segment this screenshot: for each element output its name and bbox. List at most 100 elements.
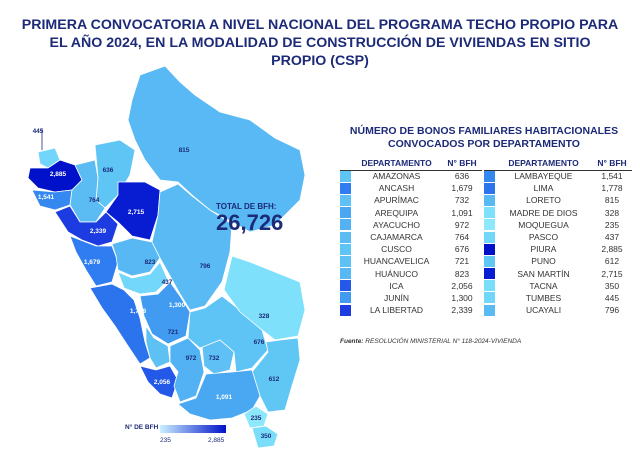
label-piura: 2,885 <box>50 171 67 178</box>
total-box: TOTAL DE BFH: 26,726 <box>216 202 324 235</box>
department-value: 2,056 <box>451 280 473 291</box>
header-bfh: N° BFH <box>442 157 482 171</box>
department-value: 350 <box>604 280 620 291</box>
label-junin: 1,300 <box>169 302 186 309</box>
region-cusco[interactable] <box>187 295 269 373</box>
department-value: 235 <box>604 219 620 230</box>
swatch-fill <box>484 292 495 304</box>
department-value: 764 <box>454 232 470 243</box>
department-name: CUSCO <box>381 244 412 255</box>
region-tacna[interactable] <box>251 425 279 449</box>
department-name: LORETO <box>526 195 561 206</box>
label-huanuco: 823 <box>145 259 156 266</box>
swatch-fill <box>340 170 351 182</box>
total-value: 26,726 <box>216 210 284 235</box>
department-value: 636 <box>454 171 470 182</box>
label-cusco: 676 <box>254 339 265 346</box>
department-name: UCAYALI <box>525 305 562 316</box>
legend-min: 235 <box>160 437 171 444</box>
swatch-fill <box>340 194 351 206</box>
region-moquegua[interactable] <box>243 405 269 429</box>
color-swatch <box>340 280 351 292</box>
source-label: Fuente: <box>340 338 364 345</box>
table-row: LORETO 815 <box>484 194 632 206</box>
department-value: 612 <box>604 256 620 267</box>
source-text: RESOLUCIÓN MINISTERIAL N° 118-2024-VIVIE… <box>365 338 522 345</box>
region-huancavelica[interactable] <box>145 324 171 369</box>
swatch-fill <box>484 255 495 267</box>
region-loreto[interactable] <box>127 65 306 233</box>
department-name: MADRE DE DIOS <box>509 207 578 218</box>
region-ayacucho[interactable] <box>169 337 205 403</box>
region-sanmartin[interactable] <box>105 181 161 241</box>
swatch-fill <box>340 292 351 304</box>
department-value: 445 <box>604 292 620 303</box>
header-swatch <box>340 157 351 171</box>
table-row: LIMA 1,778 <box>484 182 632 194</box>
region-ucayali[interactable] <box>151 183 233 311</box>
region-lima[interactable] <box>89 283 151 365</box>
color-swatch <box>484 255 495 267</box>
region-ancash[interactable] <box>69 235 119 287</box>
table-row: CUSCO 676 <box>340 243 482 255</box>
swatch-fill <box>340 231 351 243</box>
header-departamento: DEPARTAMENTO <box>351 157 442 171</box>
department-name: JUNÍN <box>383 292 410 303</box>
region-lalibertad[interactable] <box>54 205 119 247</box>
region-puno[interactable] <box>251 337 301 413</box>
region-pasco[interactable] <box>117 261 169 295</box>
region-junin[interactable] <box>139 281 191 345</box>
department-value: 796 <box>604 305 620 316</box>
table-row: ICA 2,056 <box>340 280 482 292</box>
page-title: PRIMERA CONVOCATORIA A NIVEL NACIONAL DE… <box>21 17 619 69</box>
department-name: ICA <box>389 280 404 291</box>
swatch-fill <box>340 268 351 280</box>
color-swatch <box>484 243 495 255</box>
department-value: 328 <box>604 207 620 218</box>
department-value: 823 <box>454 268 470 279</box>
legend-title: N° DE BFH <box>125 424 159 431</box>
department-name: AREQUIPA <box>374 207 419 218</box>
peru-map: 445 2,885 1,541 636 764 2,715 815 2,339 … <box>0 60 330 452</box>
table-row: PIURA 2,885 <box>484 243 632 255</box>
swatch-fill <box>484 268 495 280</box>
swatch-fill <box>340 243 351 255</box>
department-value: 2,715 <box>601 268 623 279</box>
region-arequipa[interactable] <box>177 369 261 421</box>
table-right: DEPARTAMENTO N° BFH LAMBAYEQUE 1,541 LIMA 1… <box>484 157 632 316</box>
color-swatch <box>340 243 351 255</box>
department-name: AMAZONAS <box>372 171 421 182</box>
legend-gradient <box>160 425 226 433</box>
department-value: 2,885 <box>601 244 623 255</box>
swatch-fill <box>484 170 495 182</box>
department-name: TACNA <box>529 280 558 291</box>
table-row: SAN MARTÍN 2,715 <box>484 268 632 280</box>
swatch-fill <box>484 280 495 292</box>
color-swatch <box>484 292 495 304</box>
swatch-fill <box>340 207 351 219</box>
department-name: CAJAMARCA <box>370 232 423 243</box>
department-name: LAMBAYEQUE <box>514 171 573 182</box>
label-huancavelica: 721 <box>168 329 179 336</box>
department-name: TUMBES <box>525 292 562 303</box>
region-huanuco[interactable] <box>111 237 161 277</box>
department-value: 972 <box>454 219 470 230</box>
table-row: ANCASH 1,679 <box>340 182 482 194</box>
table-row: MOQUEGUA 235 <box>484 219 632 231</box>
department-value: 1,541 <box>601 171 623 182</box>
label-lima: 1,778 <box>130 308 147 315</box>
color-swatch <box>340 170 351 182</box>
color-swatch <box>340 194 351 206</box>
table-row: TACNA 350 <box>484 280 632 292</box>
region-madrededios[interactable] <box>223 255 306 341</box>
label-ucayali: 796 <box>200 263 211 270</box>
department-name: AYACUCHO <box>373 219 420 230</box>
department-name: APURÍMAC <box>374 195 419 206</box>
header-bfh: N° BFH <box>592 157 632 171</box>
swatch-fill <box>340 255 351 267</box>
table-row: HUÁNUCO 823 <box>340 268 482 280</box>
label-madrededios: 328 <box>259 313 270 320</box>
table-row: JUNÍN 1,300 <box>340 292 482 304</box>
department-name: HUÁNUCO <box>375 268 418 279</box>
department-value: 815 <box>604 195 620 206</box>
